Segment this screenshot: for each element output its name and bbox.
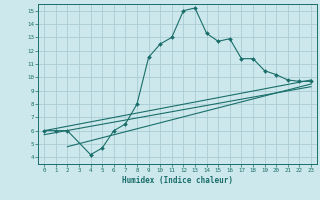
- X-axis label: Humidex (Indice chaleur): Humidex (Indice chaleur): [122, 176, 233, 185]
